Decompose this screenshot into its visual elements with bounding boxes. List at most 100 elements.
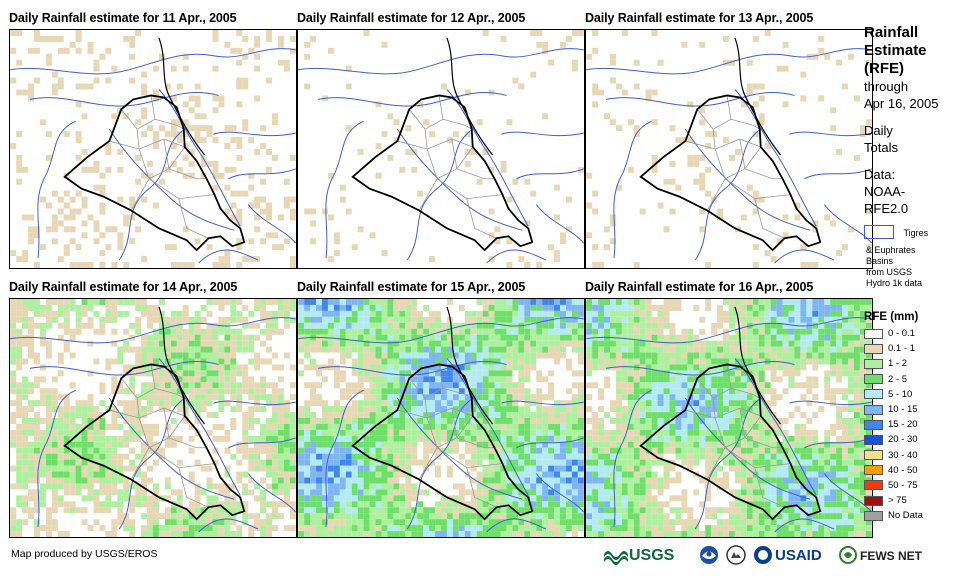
rain-cell [848, 459, 854, 466]
rain-cell [705, 453, 712, 460]
rain-cell [87, 477, 94, 484]
rain-cell [429, 352, 436, 359]
rain-cell [266, 465, 272, 472]
rain-cell [45, 304, 52, 311]
rain-cell [752, 418, 759, 424]
rain-cell [621, 429, 628, 436]
basin-river-line [684, 128, 811, 231]
rain-cell [571, 412, 578, 418]
rain-cell [548, 394, 555, 401]
rain-cell [458, 400, 465, 407]
rain-cell [333, 519, 340, 526]
rain-cell [494, 394, 501, 401]
rain-cell [310, 495, 317, 502]
rain-cell [476, 525, 483, 532]
rain-cell [310, 412, 317, 418]
rain-cell [512, 519, 519, 526]
rain-cell [16, 441, 23, 448]
rain-cell [764, 334, 771, 341]
rain-cell [304, 406, 311, 413]
rain-cell [435, 334, 441, 341]
rain-cell [506, 453, 513, 460]
rain-cell [351, 447, 358, 454]
rain-cell [298, 429, 305, 436]
rain-cell [723, 441, 729, 448]
rain-cell [500, 418, 507, 424]
panel-title: Daily Rainfall estimate for 11 Apr., 200… [9, 11, 237, 25]
rain-cell [458, 423, 465, 430]
rain-cell [405, 310, 412, 317]
rain-cell [458, 346, 465, 353]
rain-cell [81, 220, 88, 227]
rain-cell [28, 322, 34, 329]
rain-cell [500, 465, 507, 472]
rain-cell [141, 388, 148, 395]
rain-cell [506, 429, 513, 436]
rain-cell [147, 501, 153, 508]
rain-cell [592, 316, 599, 323]
rain-cell [170, 340, 177, 347]
rain-cell [369, 406, 376, 413]
rain-cell [339, 196, 346, 203]
rain-cell [81, 429, 88, 436]
rain-cell [289, 154, 296, 161]
rain-cell [129, 525, 136, 532]
rain-cell [681, 453, 688, 460]
rain-cell [87, 418, 94, 424]
rain-cell [16, 501, 23, 508]
rain-cell [776, 310, 783, 317]
rain-cell [283, 316, 290, 323]
rain-cell [147, 358, 153, 365]
rain-cell [524, 376, 531, 383]
rain-cell [236, 370, 243, 377]
rain-cell [141, 89, 148, 96]
rain-cell [476, 423, 483, 430]
rain-cell [363, 322, 370, 329]
rain-cell [87, 483, 94, 490]
rain-cell [687, 340, 694, 347]
rain-cell [824, 304, 831, 311]
rain-cell [536, 489, 543, 496]
rain-cell [645, 95, 652, 102]
rain-cell [387, 525, 394, 532]
rain-cell [675, 184, 682, 191]
rain-cell [542, 477, 549, 484]
rain-cell [554, 465, 560, 472]
rain-cell [316, 471, 322, 478]
rain-cell [482, 340, 489, 347]
rain-cell [764, 412, 771, 418]
rain-cell [853, 429, 860, 436]
rain-cell [87, 495, 94, 502]
rain-cell [435, 435, 441, 442]
rain-cell [236, 214, 243, 221]
rain-cell [39, 310, 46, 317]
rain-cell [500, 304, 507, 311]
rain-cell [464, 423, 471, 430]
rain-cell [164, 477, 171, 484]
rain-cell [22, 412, 29, 418]
rain-cell [375, 172, 382, 179]
rain-cell [610, 59, 616, 66]
rain-cell [687, 423, 694, 430]
rain-cell [339, 495, 346, 502]
basin-river-line [29, 92, 219, 107]
rain-cell [339, 388, 346, 395]
rain-cell [182, 418, 189, 424]
rain-cell [524, 525, 531, 532]
rain-cell [45, 459, 52, 466]
rain-cell [81, 310, 88, 317]
rain-cell [200, 334, 207, 341]
rain-cell [645, 340, 652, 347]
rain-cell [147, 322, 153, 329]
rain-cell [345, 125, 352, 132]
rain-cell [536, 316, 543, 323]
rain-cell [345, 507, 352, 514]
rain-cell [200, 519, 207, 526]
rain-cell [794, 406, 801, 413]
rain-cell [842, 364, 848, 371]
rain-cell [316, 340, 322, 347]
rain-cell [69, 304, 76, 311]
rain-cell [105, 501, 112, 508]
rain-cell [236, 441, 243, 448]
rain-cell [734, 435, 741, 442]
